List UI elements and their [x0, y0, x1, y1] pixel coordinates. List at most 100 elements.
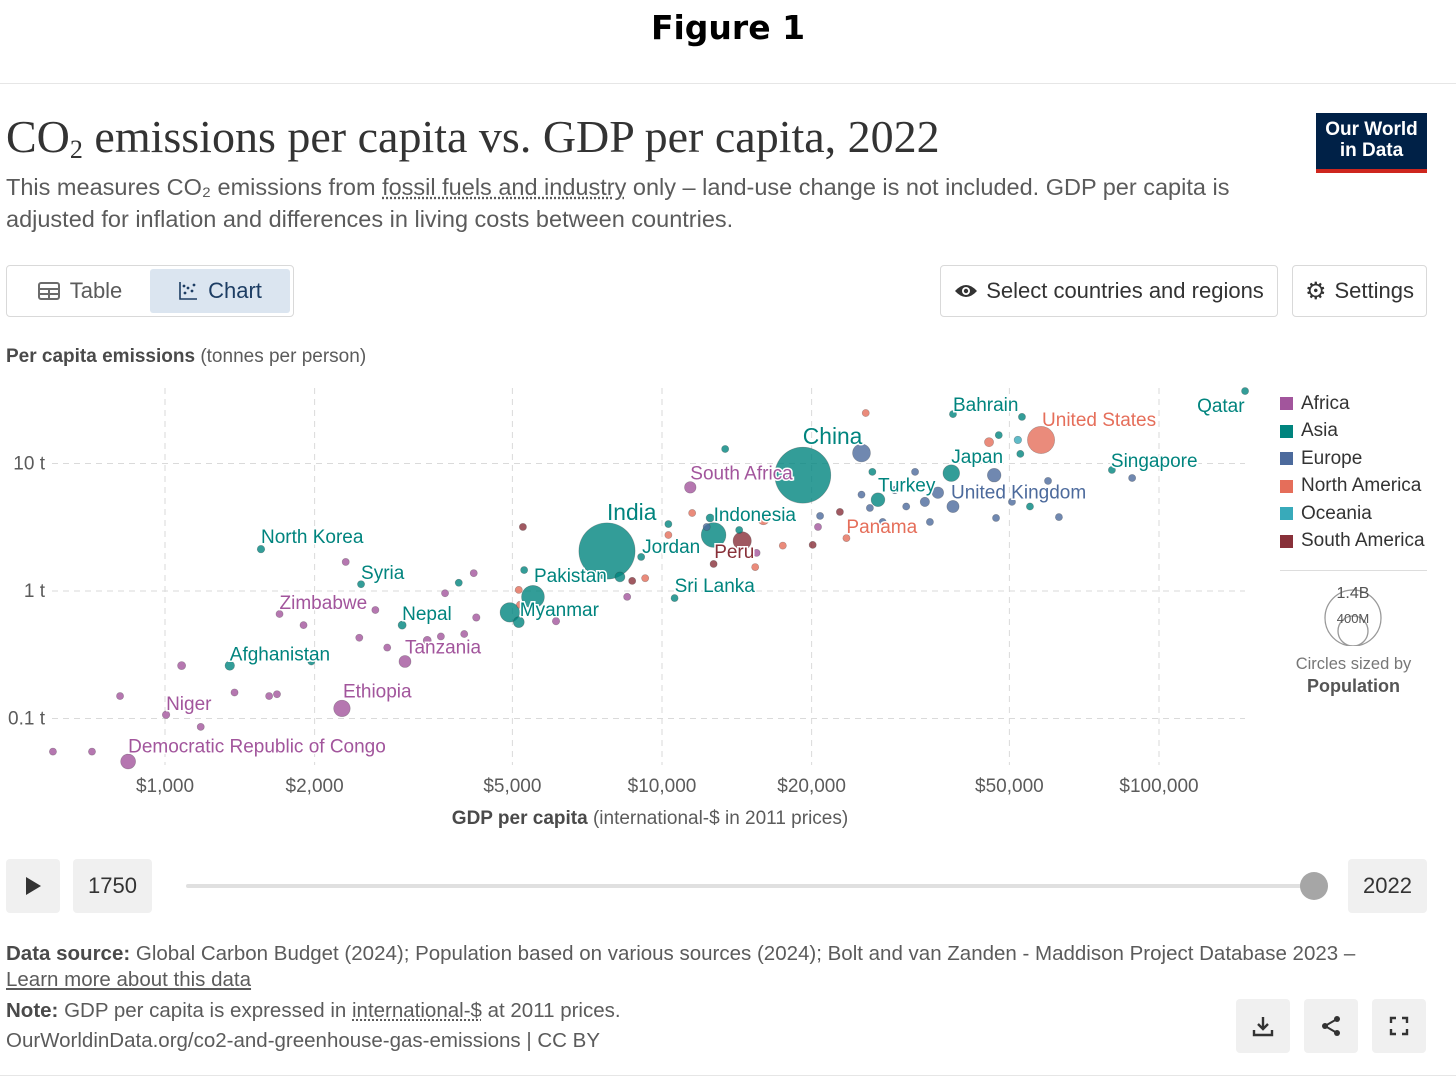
data-point[interactable]: [709, 560, 718, 568]
data-point[interactable]: [751, 563, 760, 571]
data-point[interactable]: [987, 468, 1002, 483]
legend-item-oceania[interactable]: Oceania: [1280, 500, 1425, 528]
country-label[interactable]: China: [801, 422, 864, 451]
data-point[interactable]: [472, 613, 481, 622]
fossil-fuels-link[interactable]: fossil fuels and industry: [382, 174, 627, 200]
data-point[interactable]: [116, 692, 124, 700]
data-point-democratic-republic-of-congo[interactable]: [120, 753, 136, 770]
country-label[interactable]: Qatar: [1196, 395, 1247, 419]
data-point[interactable]: [355, 633, 364, 642]
data-point-united-states[interactable]: [1027, 426, 1055, 454]
size-legend-variable[interactable]: Population: [1307, 676, 1400, 696]
data-point[interactable]: [994, 431, 1003, 440]
country-label[interactable]: Nepal: [401, 603, 454, 627]
country-label[interactable]: North Korea: [259, 526, 365, 550]
data-point-nepal[interactable]: [397, 620, 407, 630]
data-point[interactable]: [1008, 497, 1016, 506]
data-point[interactable]: [422, 635, 432, 645]
data-point-panama[interactable]: [842, 534, 851, 542]
legend-item-asia[interactable]: Asia: [1280, 418, 1425, 446]
data-point[interactable]: [814, 523, 822, 531]
country-label[interactable]: Pakistan: [532, 564, 608, 588]
data-point[interactable]: [454, 578, 463, 587]
data-point-myanmar[interactable]: [512, 616, 525, 628]
data-point[interactable]: [835, 508, 844, 516]
data-point[interactable]: [519, 523, 527, 531]
country-label[interactable]: Ethiopia: [341, 680, 413, 704]
data-point[interactable]: [757, 512, 770, 526]
data-point[interactable]: [1018, 413, 1026, 421]
data-point[interactable]: [383, 643, 392, 652]
country-label[interactable]: Tanzania: [403, 636, 482, 660]
data-point-jordan[interactable]: [637, 553, 646, 561]
data-point[interactable]: [721, 445, 730, 453]
data-point[interactable]: [911, 467, 919, 476]
data-point-syria[interactable]: [357, 580, 365, 589]
data-point[interactable]: [614, 571, 626, 583]
legend-item-europe[interactable]: Europe: [1280, 445, 1425, 473]
data-point[interactable]: [702, 523, 711, 531]
end-year[interactable]: 2022: [1348, 859, 1427, 913]
data-point[interactable]: [177, 661, 186, 670]
data-point[interactable]: [371, 606, 380, 614]
select-countries-button[interactable]: Select countries and regions: [940, 265, 1278, 317]
data-point[interactable]: [931, 486, 944, 499]
data-point-pakistan[interactable]: [521, 585, 545, 609]
country-label[interactable]: India: [605, 497, 658, 526]
download-button[interactable]: [1236, 999, 1290, 1053]
legend-item-north-america[interactable]: North America: [1280, 473, 1425, 501]
data-point-united-kingdom[interactable]: [946, 500, 960, 513]
data-point[interactable]: [878, 518, 887, 526]
data-point[interactable]: [516, 600, 524, 609]
data-point[interactable]: [628, 577, 637, 585]
data-point[interactable]: [857, 490, 866, 499]
data-point-ethiopia[interactable]: [333, 699, 351, 717]
data-point[interactable]: [705, 513, 715, 523]
data-point[interactable]: [341, 558, 350, 566]
country-label[interactable]: Jordan: [641, 535, 702, 559]
data-point[interactable]: [664, 531, 673, 539]
data-point[interactable]: [852, 443, 871, 463]
data-point[interactable]: [88, 747, 96, 756]
data-point[interactable]: [1128, 474, 1137, 482]
country-label[interactable]: Afghanistan: [228, 643, 331, 667]
owid-logo[interactable]: Our World in Data: [1316, 113, 1427, 173]
data-point[interactable]: [551, 617, 561, 626]
country-label[interactable]: Sri Lanka: [673, 575, 757, 599]
share-button[interactable]: [1304, 999, 1358, 1053]
data-point[interactable]: [265, 692, 274, 700]
country-label[interactable]: Syria: [360, 562, 407, 586]
start-year[interactable]: 1750: [73, 859, 152, 913]
country-label[interactable]: Singapore: [1109, 449, 1199, 473]
data-point[interactable]: [641, 574, 650, 583]
data-point[interactable]: [919, 496, 930, 507]
data-point[interactable]: [664, 520, 673, 528]
data-point[interactable]: [890, 485, 899, 495]
country-label[interactable]: Peru: [713, 540, 756, 564]
data-point[interactable]: [778, 541, 787, 550]
timeline-slider[interactable]: [186, 884, 1314, 888]
data-point[interactable]: [1016, 449, 1025, 458]
data-point-north-korea[interactable]: [256, 545, 266, 554]
data-point-singapore[interactable]: [1108, 466, 1116, 474]
country-label[interactable]: Myanmar: [518, 599, 601, 623]
country-label[interactable]: Panama: [845, 516, 919, 540]
data-point[interactable]: [1055, 513, 1063, 521]
international-dollar-link[interactable]: international-$: [352, 999, 482, 1022]
data-point[interactable]: [808, 540, 817, 549]
data-point-china[interactable]: [774, 446, 832, 504]
tab-table[interactable]: Table: [10, 269, 150, 313]
data-point-zimbabwe[interactable]: [275, 610, 284, 618]
data-point-afghanistan[interactable]: [224, 660, 235, 671]
country-label[interactable]: Indonesia: [712, 503, 798, 527]
data-point-turkey[interactable]: [870, 492, 886, 507]
data-point[interactable]: [307, 657, 316, 666]
data-point[interactable]: [735, 526, 744, 534]
tab-chart[interactable]: Chart: [150, 269, 290, 313]
data-point-niger[interactable]: [161, 710, 171, 719]
fullscreen-button[interactable]: [1372, 999, 1426, 1053]
data-point-japan[interactable]: [942, 464, 960, 482]
data-point-bahrain[interactable]: [949, 410, 957, 419]
legend-item-south-america[interactable]: South America: [1280, 528, 1425, 556]
data-point[interactable]: [520, 566, 529, 574]
